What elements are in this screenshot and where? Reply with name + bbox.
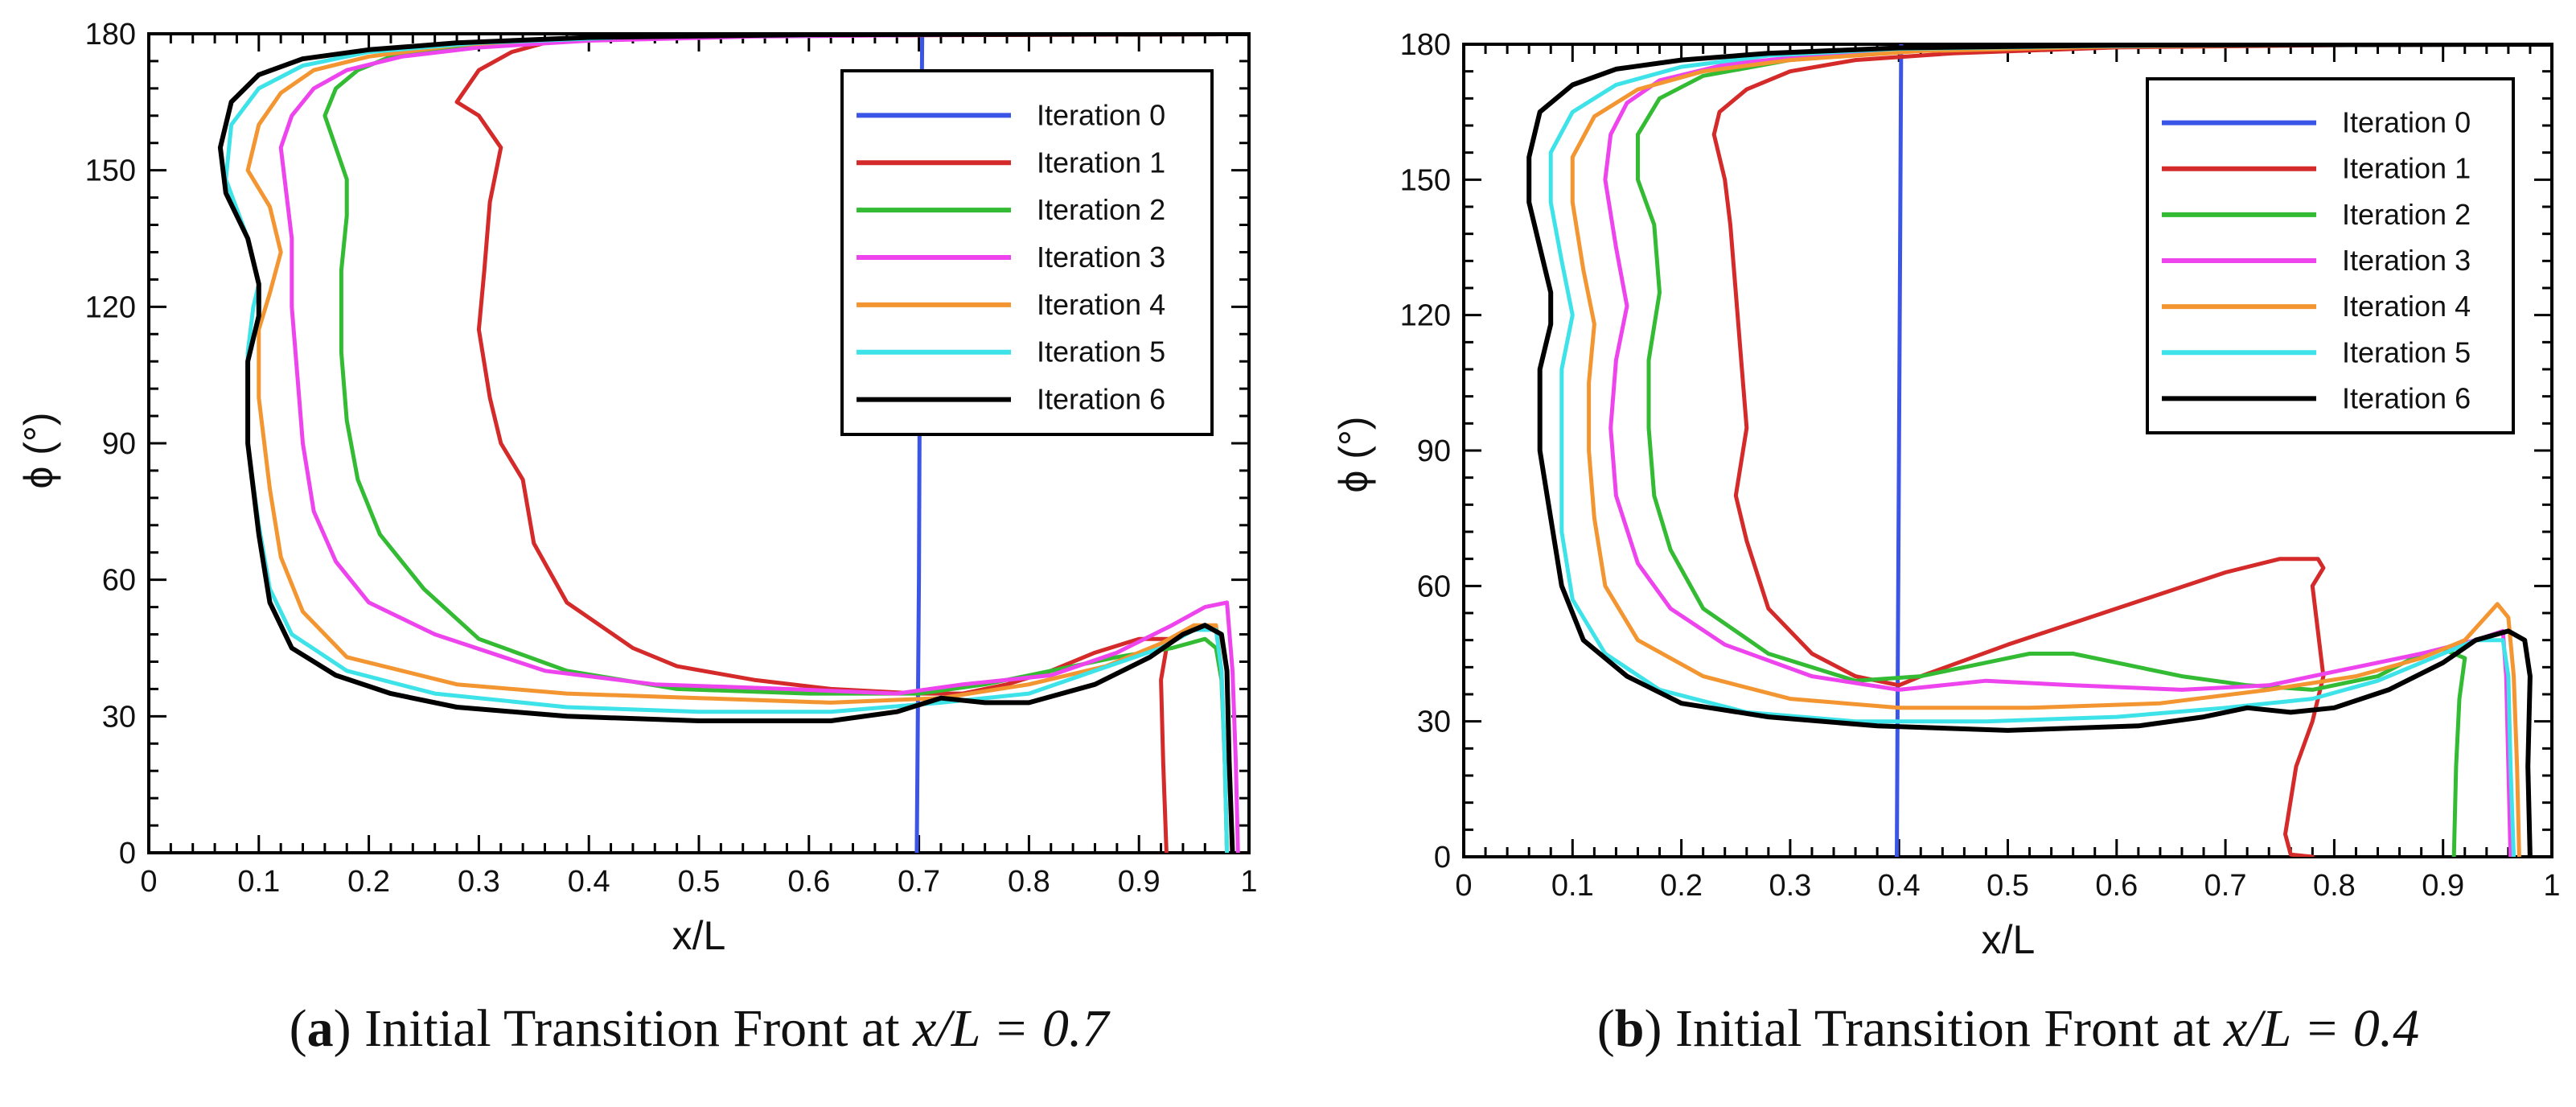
y-tick-label: 90: [102, 427, 136, 461]
legend-label: Iteration 0: [1037, 98, 1165, 131]
x-tick-label: 0.4: [568, 865, 610, 899]
y-tick-label: 60: [1417, 570, 1451, 603]
x-tick-label: 0.8: [1008, 865, 1050, 899]
x-tick-label: 0.7: [898, 865, 940, 899]
x-tick-label: 1: [2543, 869, 2560, 903]
legend-label: Iteration 2: [2342, 198, 2471, 231]
panel-letter: a: [307, 999, 334, 1058]
legend-label: Iteration 3: [1037, 241, 1165, 274]
y-tick-label: 180: [1400, 28, 1451, 62]
legend-label: Iteration 6: [1037, 383, 1165, 416]
legend-label: Iteration 0: [2342, 106, 2471, 139]
x-axis-label: x/L: [672, 913, 726, 958]
legend-label: Iteration 4: [2342, 290, 2471, 323]
x-tick-label: 0.4: [1878, 869, 1921, 903]
x-tick-label: 0.3: [458, 865, 500, 899]
x-tick-label: 0: [1455, 869, 1472, 903]
caption-math: x/L = 0.7: [912, 999, 1111, 1058]
legend-label: Iteration 1: [1037, 146, 1165, 179]
x-tick-label: 0.9: [1118, 865, 1161, 899]
panel-letter: b: [1615, 999, 1645, 1058]
legend-label: Iteration 5: [2342, 335, 2471, 368]
series-line-iteration-3: [1603, 44, 2552, 857]
y-tick-label: 0: [119, 837, 136, 870]
legend-label: Iteration 5: [1037, 335, 1165, 368]
x-tick-label: 1: [1240, 865, 1257, 899]
series-line-iteration-4: [245, 34, 1249, 853]
x-tick-label: 0.9: [2422, 869, 2464, 903]
x-tick-label: 0.5: [678, 865, 721, 899]
x-tick-label: 0.2: [1660, 869, 1703, 903]
legend-label: Iteration 6: [2342, 381, 2471, 414]
x-axis-label: x/L: [1982, 917, 2036, 962]
legend-label: Iteration 1: [2342, 152, 2471, 185]
x-tick-label: 0.7: [2204, 869, 2247, 903]
series-line-iteration-3: [278, 34, 1249, 853]
x-tick-label: 0.5: [1986, 869, 2029, 903]
y-tick-label: 150: [1400, 163, 1451, 197]
y-axis-label: ϕ (°): [1331, 416, 1376, 492]
y-tick-label: 60: [102, 564, 136, 598]
series-line-iteration-6: [1526, 44, 2552, 857]
chart-panel-a: 0 0.1 0.2 0.3 0.4 0.5 0.6 0.7 0.8 0.9 1 0 30 60 90 120 1…: [16, 18, 1258, 1058]
legend-label: Iteration 3: [2342, 244, 2471, 277]
y-tick-label: 90: [1417, 434, 1451, 468]
series-line-iteration-6: [217, 34, 1249, 853]
y-tick-label: 120: [85, 290, 136, 324]
series-line-iteration-1: [1711, 44, 2552, 857]
legend-label: Iteration 2: [1037, 193, 1165, 226]
y-tick-label: 120: [1400, 299, 1451, 333]
y-tick-label: 30: [1417, 706, 1451, 739]
y-tick-label: 180: [85, 18, 136, 51]
series-group: [1526, 44, 2552, 857]
series-line-iteration-5: [1548, 44, 2552, 857]
y-axis-label: ϕ (°): [16, 412, 61, 488]
x-tick-label: 0.1: [237, 865, 280, 899]
series-line-iteration-4: [1570, 44, 2552, 857]
x-tick-label: 0: [140, 865, 157, 899]
y-tick-label: 150: [85, 154, 136, 188]
caption-math: x/L = 0.4: [2223, 999, 2419, 1058]
figure-caption: (a) Initial Transition Front at x/L = 0.…: [290, 999, 1111, 1058]
legend-box: [840, 69, 1214, 436]
legend-label: Iteration 4: [1037, 288, 1165, 321]
x-tick-label: 0.6: [2095, 869, 2138, 903]
figure-caption: (b) Initial Transition Front at x/L = 0.…: [1597, 999, 2419, 1058]
x-tick-label: 0.2: [347, 865, 390, 899]
x-tick-label: 0.6: [787, 865, 830, 899]
legend-box: [2146, 77, 2515, 434]
y-tick-label: 0: [1434, 841, 1451, 874]
x-tick-label: 0.3: [1769, 869, 1811, 903]
chart-panel-b: 0 0.1 0.2 0.3 0.4 0.5 0.6 0.7 0.8 0.9 1 0 30 60 90 120 1…: [1331, 28, 2561, 1058]
y-tick-label: 30: [102, 700, 136, 734]
x-tick-label: 0.1: [1551, 869, 1594, 903]
x-tick-label: 0.8: [2313, 869, 2356, 903]
